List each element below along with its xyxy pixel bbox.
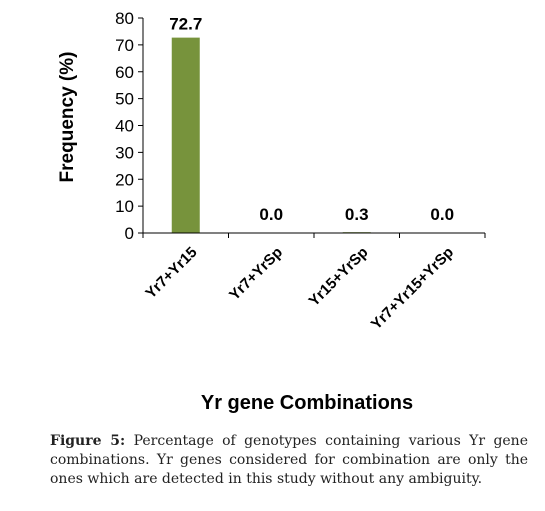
- x-tick-label: Yr7+Yr15: [142, 244, 200, 302]
- y-tick-label: 80: [115, 9, 134, 28]
- y-tick-label: 70: [115, 36, 134, 55]
- x-axis-title: Yr gene Combinations: [201, 392, 413, 414]
- data-label: 72.7: [169, 15, 202, 34]
- value-labels: 72.7 0.0 0.3 0.0: [169, 15, 454, 224]
- y-tick-label: 0: [125, 224, 134, 243]
- x-tick-label: Yr7+Yr15+YrSp: [368, 244, 457, 333]
- bar-chart: 0 10 20 30 40 50 60 70 80 72.7 0.0 0.3 0.0 Yr7+Yr15…: [57, 9, 486, 414]
- data-label: 0.0: [430, 205, 454, 224]
- x-tick-label: Yr15+YrSp: [306, 244, 372, 310]
- y-tick-label: 10: [115, 197, 134, 216]
- y-axis-title: Frequency (%): [57, 52, 78, 183]
- x-tick-label: Yr7+YrSp: [226, 244, 286, 304]
- bar: [171, 37, 200, 234]
- y-tick-label: 30: [115, 143, 134, 162]
- data-label: 0.0: [259, 205, 283, 224]
- figure-caption-text: Percentage of genotypes containing vario…: [50, 433, 528, 487]
- y-tick-label: 60: [115, 63, 134, 82]
- bars: [171, 37, 371, 234]
- figure-label: Figure 5:: [50, 433, 126, 449]
- y-tick-label: 50: [115, 90, 134, 109]
- data-label: 0.3: [345, 205, 369, 224]
- figure-caption: Figure 5: Percentage of genotypes contai…: [50, 432, 528, 489]
- y-tick-label: 40: [115, 117, 134, 136]
- y-tick-label: 20: [115, 170, 134, 189]
- y-axis: 0 10 20 30 40 50 60 70 80: [115, 9, 144, 243]
